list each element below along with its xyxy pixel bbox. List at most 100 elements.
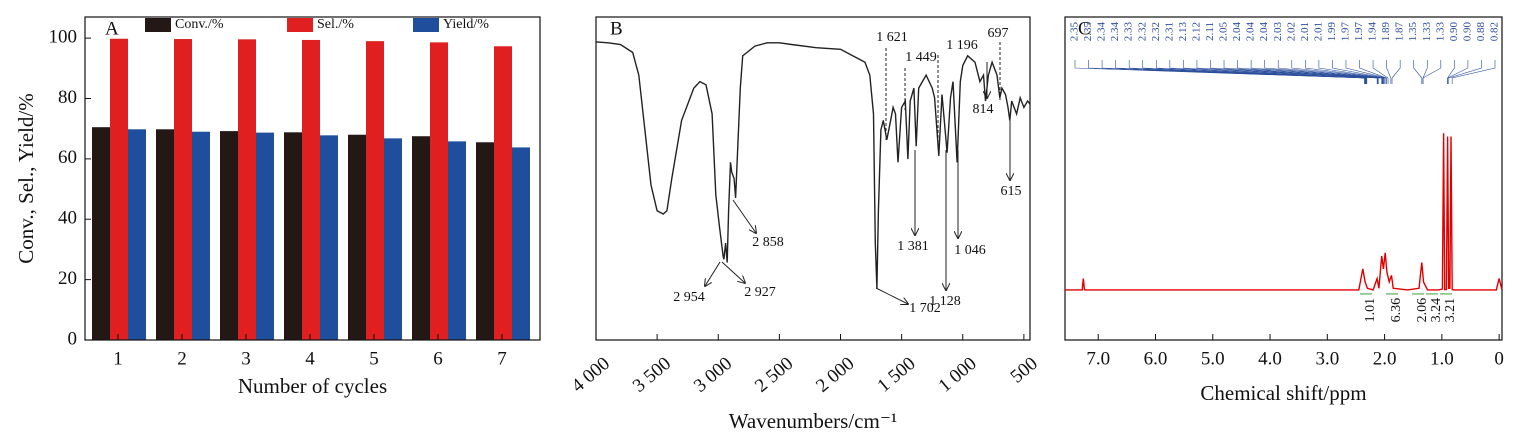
legend-swatch (287, 18, 313, 32)
integration-label: 2.06 (1415, 298, 1430, 323)
peak-connector (1264, 60, 1383, 84)
x-axis-label: Chemical shift/ppm (1200, 381, 1366, 405)
peak-label: 2.34 (1096, 22, 1108, 42)
peak-connector (1372, 60, 1389, 84)
bar (348, 134, 366, 340)
bar (128, 129, 146, 340)
x-tick-label: 1 000 (935, 353, 981, 397)
peak-connector (1318, 60, 1385, 84)
bar (384, 138, 402, 340)
peak-label: 2.03 (1272, 22, 1284, 42)
x-tick-label: 7.0 (1086, 348, 1110, 369)
peak-label: 2.34 (1109, 22, 1121, 42)
x-tick-label: 2 (177, 348, 187, 369)
annotation-label: 1 702 (909, 301, 941, 316)
peak-connector (1128, 60, 1366, 84)
peak-label: 2.35 (1082, 22, 1094, 42)
annotation-pointer (875, 287, 908, 304)
annotation-label: 2 858 (752, 235, 784, 250)
integration-label: 3.24 (1429, 298, 1444, 323)
annotation-label: 814 (973, 102, 994, 117)
x-tick-label: 6 (433, 348, 443, 369)
integration-label: 6.36 (1389, 298, 1404, 323)
bar (320, 135, 338, 340)
panel-label: C (1078, 18, 1091, 39)
peak-connector (1332, 60, 1386, 84)
y-tick-label: 80 (58, 87, 77, 108)
peak-label: 0.82 (1489, 22, 1501, 41)
x-tick-label: 1 500 (873, 353, 919, 397)
plot-frame (595, 16, 1031, 341)
peak-connector (1391, 60, 1401, 84)
x-tick-label: 5.0 (1201, 348, 1225, 369)
peak-connector (1291, 60, 1384, 84)
peak-label: 2.33 (1123, 22, 1135, 42)
x-tick-label: 5 (369, 348, 379, 369)
x-axis-label: Wavenumbers/cm⁻¹ (729, 409, 897, 433)
peak-connector (1277, 60, 1384, 84)
bar (92, 127, 110, 340)
x-tick-label: 3.0 (1315, 348, 1339, 369)
x-tick-label: 2 000 (812, 353, 858, 397)
annotation-label: 1 621 (876, 30, 908, 45)
peak-label: 2.31 (1163, 22, 1175, 41)
peak-connector (1448, 60, 1482, 84)
peak-label: 1.97 (1353, 22, 1365, 42)
bar (512, 147, 530, 340)
annotation-label: 1 128 (929, 294, 961, 309)
x-tick-label: 500 (1007, 353, 1042, 387)
legend-label: Conv./% (175, 17, 224, 32)
bar (284, 132, 302, 340)
peak-connector (1210, 60, 1379, 84)
peak-connector (1183, 60, 1378, 84)
peak-label: 2.05 (1218, 22, 1230, 42)
panel-label: B (610, 18, 623, 39)
y-tick-label: 60 (58, 147, 77, 168)
x-tick-label: 0 (1494, 348, 1504, 369)
bar (476, 142, 494, 340)
bar (256, 132, 274, 340)
annotation-pointer (721, 261, 745, 283)
peak-label: 1.89 (1380, 22, 1392, 42)
annotation-pointer (732, 199, 756, 233)
x-tick-label: 2.0 (1373, 348, 1397, 369)
annotation-label: 2 927 (744, 285, 776, 300)
annotation-pointer (705, 261, 721, 286)
y-tick-label: 40 (58, 208, 77, 229)
x-tick-label: 6.0 (1144, 348, 1168, 369)
peak-label: 2.04 (1258, 22, 1270, 42)
peak-label: 1.99 (1326, 22, 1338, 42)
bar (430, 42, 448, 341)
peak-label: 1.33 (1421, 22, 1433, 42)
peak-label: 0.88 (1475, 22, 1487, 42)
peak-connector (1413, 60, 1423, 84)
x-tick-label: 4 000 (568, 353, 614, 397)
peak-label: 2.32 (1150, 22, 1162, 41)
peak-connector (1447, 60, 1469, 84)
x-tick-label: 7 (497, 348, 507, 369)
panel-label: A (105, 18, 119, 39)
bar (302, 39, 320, 341)
annotation-label: 1 196 (946, 38, 978, 53)
annotation-label: 2 954 (673, 290, 705, 305)
y-axis-label: Conv., Sel., Yield/% (14, 93, 38, 264)
legend-label: Sel./% (317, 17, 354, 32)
x-tick-label: 4.0 (1258, 348, 1282, 369)
bar (192, 131, 210, 340)
peak-label: 1.35 (1407, 22, 1419, 42)
bar (366, 41, 384, 340)
peak-label: 2.12 (1190, 22, 1202, 41)
y-tick-label: 0 (68, 328, 78, 349)
plot-frame (1064, 16, 1503, 341)
bar (448, 141, 466, 340)
x-tick-label: 3 (241, 348, 251, 369)
legend-label: Yield/% (443, 17, 489, 32)
peak-label: 2.01 (1299, 22, 1311, 41)
peak-label: 2.04 (1245, 22, 1257, 42)
peak-connector (1451, 60, 1496, 84)
peak-label: 1.94 (1367, 22, 1379, 42)
spectrum-line (595, 41, 1031, 289)
annotation-label: 1 046 (954, 243, 986, 258)
bar (220, 131, 238, 340)
